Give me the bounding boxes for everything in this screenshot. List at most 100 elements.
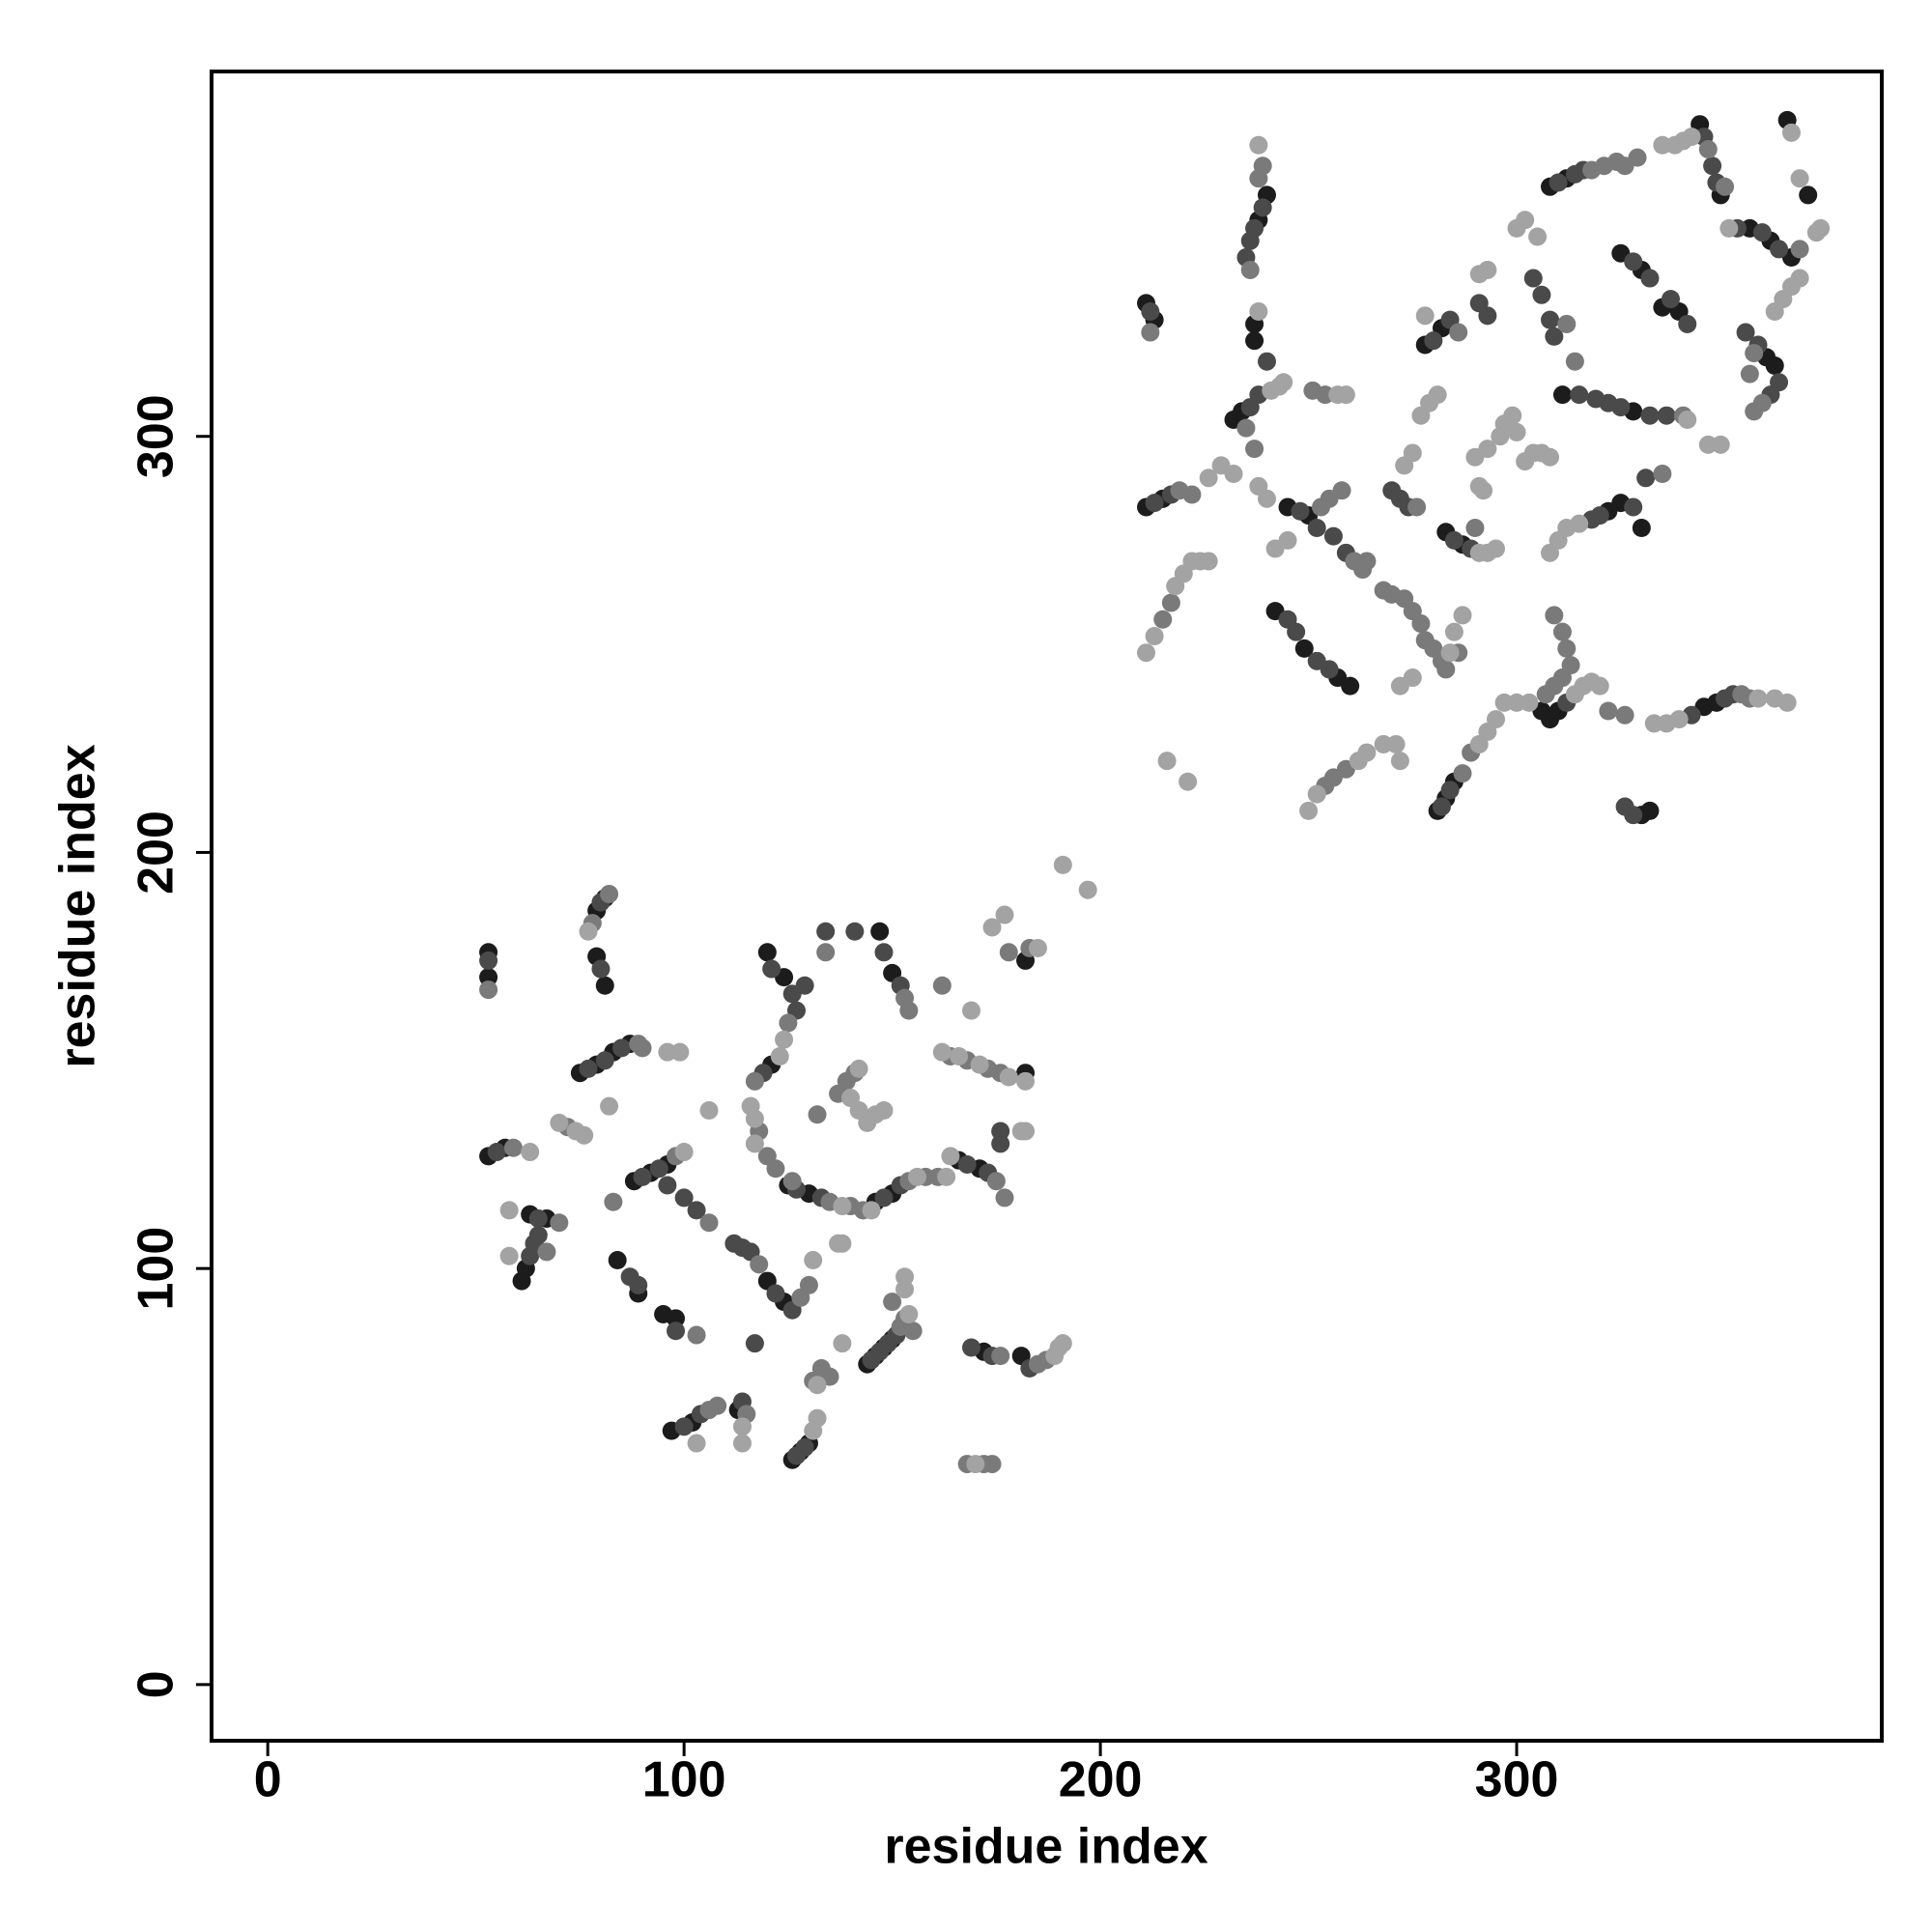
point: [804, 1421, 823, 1440]
point: [1182, 485, 1202, 504]
point: [1590, 506, 1609, 526]
point: [1624, 497, 1643, 517]
point: [982, 1455, 1002, 1474]
point: [699, 1100, 719, 1120]
point: [1287, 622, 1306, 641]
point: [932, 976, 952, 995]
point: [1444, 622, 1463, 641]
point: [1415, 306, 1435, 326]
point: [1736, 323, 1755, 342]
point: [1516, 211, 1535, 230]
point: [1570, 385, 1589, 405]
point: [658, 1176, 677, 1195]
point: [995, 905, 1014, 924]
point: [874, 1188, 894, 1208]
point: [1078, 880, 1097, 899]
point: [1536, 685, 1555, 704]
point: [1523, 269, 1543, 288]
point: [1299, 801, 1319, 820]
point: [1403, 443, 1422, 463]
point: [1640, 269, 1660, 288]
point: [1682, 128, 1701, 147]
point: [1711, 435, 1730, 454]
point: [874, 1100, 894, 1120]
point: [1245, 331, 1264, 351]
point: [995, 1188, 1014, 1208]
point: [1790, 240, 1809, 259]
point: [745, 1109, 764, 1128]
point: [1678, 411, 1697, 430]
point: [1478, 260, 1497, 279]
point: [1453, 764, 1472, 783]
point: [849, 1059, 868, 1078]
point: [611, 1038, 631, 1058]
point: [1657, 406, 1676, 425]
point: [937, 1167, 956, 1186]
point: [1307, 518, 1326, 537]
point: [1474, 481, 1493, 500]
point: [986, 1172, 1006, 1191]
point: [1552, 385, 1572, 405]
point: [1016, 1122, 1036, 1141]
point: [1662, 290, 1681, 309]
point: [982, 918, 1002, 937]
point: [1357, 743, 1377, 762]
point: [1236, 418, 1256, 438]
point: [1145, 626, 1164, 645]
point: [591, 959, 611, 979]
point: [579, 1059, 598, 1078]
point: [1611, 398, 1631, 417]
point: [1357, 552, 1377, 571]
point: [528, 1208, 548, 1228]
point: [1179, 772, 1198, 791]
point: [745, 1134, 764, 1153]
point: [499, 1246, 519, 1265]
point: [932, 1042, 952, 1062]
point: [1532, 285, 1551, 304]
point: [1224, 464, 1243, 483]
point: [950, 1046, 969, 1065]
point: [1257, 352, 1276, 371]
point: [1703, 156, 1722, 176]
point: [1752, 223, 1772, 242]
point: [1552, 622, 1572, 641]
point: [899, 1001, 919, 1020]
y-axis-title: residue index: [50, 744, 106, 1067]
point: [1141, 302, 1160, 322]
point: [600, 885, 619, 904]
point: [674, 1143, 694, 1162]
point: [1669, 710, 1689, 729]
point: [1770, 240, 1789, 259]
point: [804, 1251, 823, 1270]
point: [1599, 701, 1618, 721]
point: [629, 1275, 648, 1294]
y-tick-label: 200: [128, 810, 185, 895]
point: [1424, 331, 1443, 351]
point: [1294, 639, 1314, 658]
point: [1249, 135, 1268, 155]
point: [795, 1437, 814, 1457]
point: [816, 943, 836, 962]
point: [745, 1334, 764, 1353]
point: [1240, 260, 1260, 279]
point: [1565, 352, 1584, 371]
point: [966, 1455, 985, 1474]
point: [1016, 1071, 1036, 1091]
point: [708, 1396, 727, 1415]
point: [1487, 710, 1506, 729]
point: [1265, 539, 1285, 558]
point: [757, 943, 777, 962]
point: [1628, 148, 1647, 167]
x-tick-label: 100: [642, 1752, 726, 1808]
point: [1307, 784, 1326, 804]
x-tick-label: 200: [1059, 1752, 1143, 1808]
point: [1157, 752, 1177, 771]
point: [1765, 356, 1784, 376]
point: [1323, 526, 1343, 546]
point: [1478, 306, 1497, 326]
point: [1291, 501, 1310, 521]
point: [1790, 269, 1809, 288]
point: [1653, 464, 1672, 483]
point: [1624, 252, 1643, 271]
